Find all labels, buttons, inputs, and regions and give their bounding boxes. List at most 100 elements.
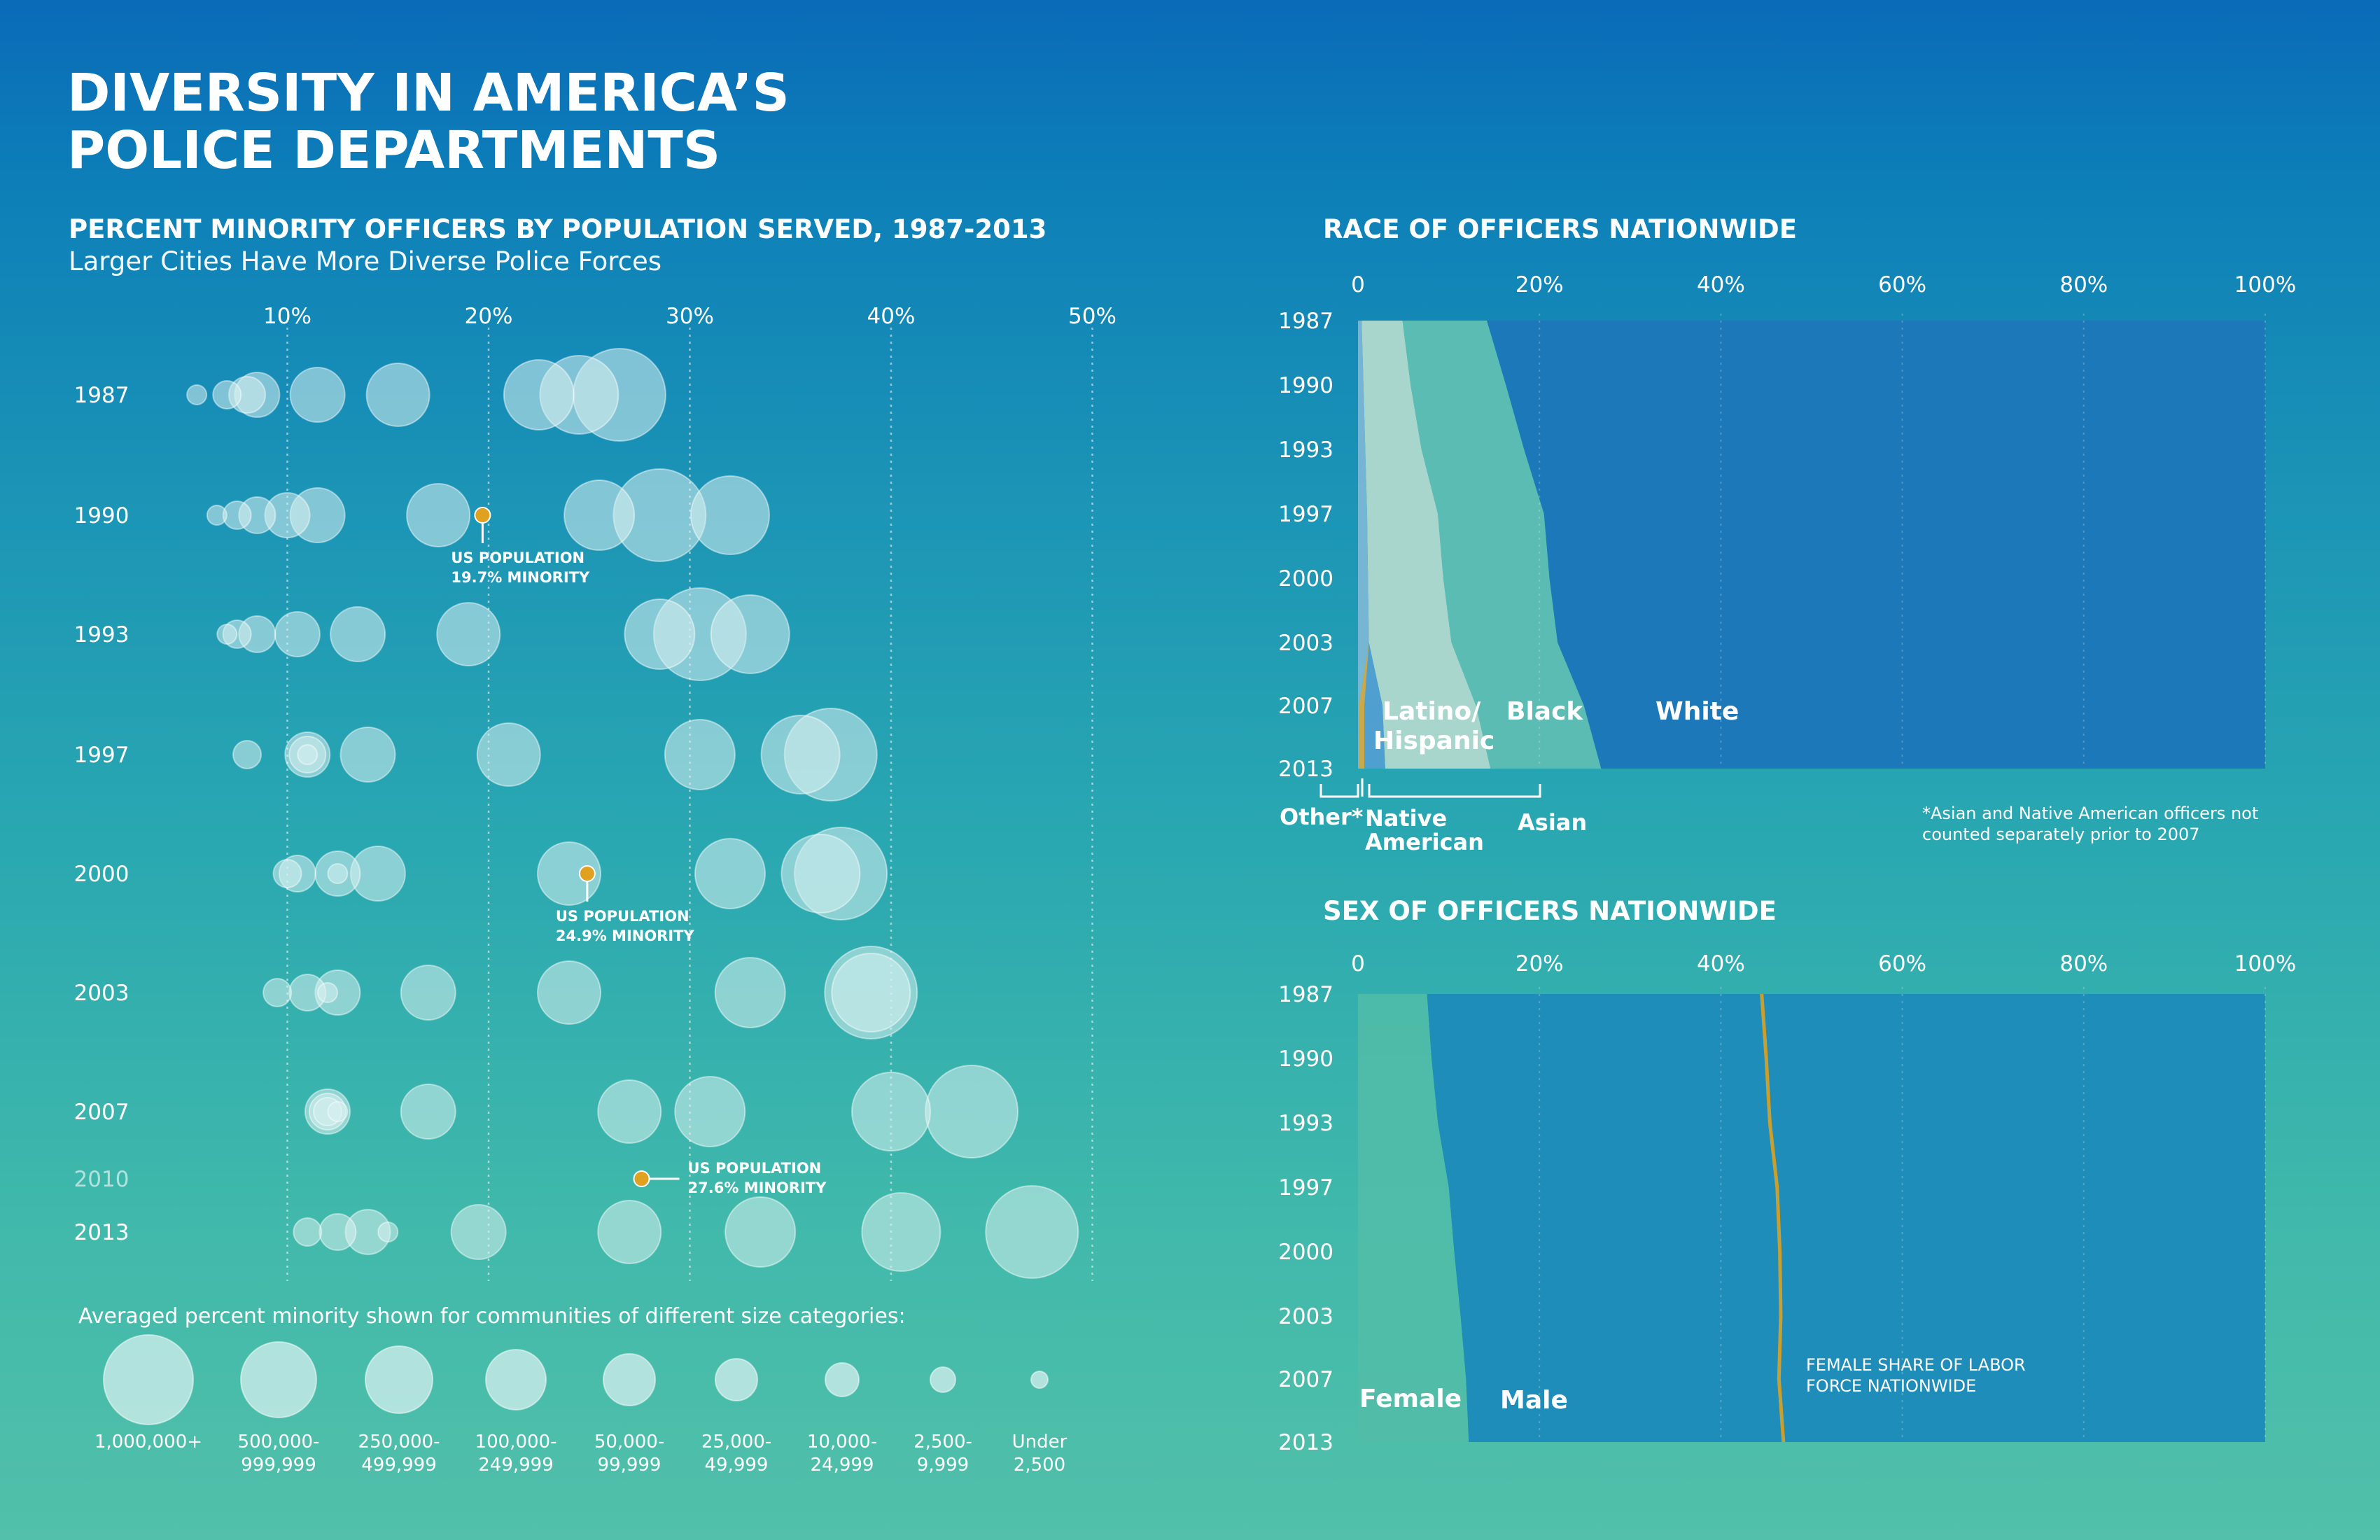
x-tick-label: 40% [1697, 951, 1745, 976]
legend-bubble-label: 2,500 [1014, 1455, 1065, 1476]
bubble-point [861, 1192, 941, 1272]
bubble-point [597, 1200, 662, 1264]
race-area-asian [1362, 321, 1385, 769]
race-area-native-american [1359, 321, 1369, 769]
bubble-point [476, 722, 541, 787]
bubble-year-label: 1997 [74, 743, 130, 768]
bubble-year-label: 2003 [74, 981, 130, 1006]
bubble-point [597, 1079, 662, 1144]
us-population-label: 24.9% MINORITY [556, 927, 695, 944]
x-tick-label: 60% [1878, 272, 1926, 298]
bubble-point [674, 1076, 746, 1147]
race-label-other: Other* [1280, 804, 1364, 830]
legend-bubble-label: 10,000- [807, 1432, 877, 1452]
bubble-point [293, 1217, 323, 1247]
race-label-asian: Asian [1518, 809, 1587, 836]
year-label: 2000 [1278, 566, 1334, 592]
bubble-point [851, 1072, 931, 1152]
bubble-point [365, 363, 430, 427]
year-label: 2003 [1278, 1304, 1334, 1329]
bubble-year-label: 2013 [74, 1220, 130, 1245]
bubble-point [724, 1196, 797, 1268]
bubble-year-label: 1987 [74, 383, 130, 408]
page-title-line-2: POLICE DEPARTMENTS [67, 120, 720, 181]
race-area-white [1487, 321, 2265, 769]
race-label-native-american: American [1365, 829, 1484, 855]
race-area-latino [1362, 321, 1491, 769]
sex-chart: 0 20% 40% 60% 80% 100% 1987 1990 1993 1997 2000 200… [1278, 951, 2296, 1455]
race-label-white: White [1656, 697, 1739, 726]
bubble-x-tick-label: 30% [666, 304, 714, 329]
year-label: 2007 [1278, 1367, 1334, 1392]
race-callout-brackets [1320, 778, 1541, 798]
bubble-point [450, 1204, 507, 1260]
race-label-native-american: Native [1365, 805, 1447, 832]
x-tick-label: 80% [2059, 951, 2108, 976]
bubble-chart-subtitle: Larger Cities Have More Diverse Police F… [69, 246, 662, 276]
bubble-point [297, 744, 318, 765]
race-chart-title: RACE OF OFFICERS NATIONWIDE [1323, 214, 1797, 244]
bubble-point [503, 359, 575, 430]
year-label: 2013 [1278, 1430, 1334, 1455]
bubble-point [710, 594, 790, 674]
legend-bubble-label: 100,000- [475, 1432, 557, 1452]
bubble-point [327, 1101, 349, 1122]
x-tick-label: 20% [1516, 951, 1564, 976]
year-label: 1993 [1278, 438, 1334, 463]
bubble-point [274, 611, 321, 657]
us-population-label: US POPULATION [451, 550, 584, 566]
x-tick-label: 60% [1878, 951, 1926, 976]
legend-bubble-label: 999,999 [241, 1455, 316, 1476]
us-population-label: US POPULATION [556, 908, 690, 925]
legend-bubble-label: 2,500- [913, 1432, 972, 1452]
bubble-point [760, 715, 841, 794]
legend-bubble-label: 499,999 [361, 1455, 437, 1476]
year-label: 1990 [1278, 1046, 1334, 1072]
bubble-year-label: 1993 [74, 622, 130, 648]
race-footnote: counted separately prior to 2007 [1922, 825, 2200, 844]
legend-bubble-label: Under [1012, 1432, 1068, 1452]
us-population-label: US POPULATION [688, 1160, 822, 1177]
legend-bubble-label: 25,000- [701, 1432, 771, 1452]
us-population-dot [633, 1170, 650, 1187]
bubble-point [714, 957, 786, 1028]
bubble-point [232, 740, 262, 769]
year-label: 1987 [1278, 982, 1334, 1007]
legend-bubble [715, 1358, 758, 1401]
bubble-point [272, 859, 302, 888]
bubble-point [564, 479, 636, 551]
sex-chart-title: SEX OF OFFICERS NATIONWIDE [1323, 896, 1777, 926]
bubble-point [212, 380, 242, 410]
bubble-point [537, 841, 601, 906]
bubble-year-label: 2007 [74, 1100, 130, 1125]
race-footnote: *Asian and Native American officers not [1922, 804, 2258, 823]
race-label-latino: Latino/ [1382, 697, 1481, 726]
race-bracket-asian [1368, 784, 1541, 798]
race-label-black: Black [1506, 697, 1583, 726]
legend-bubble-label: 9,999 [917, 1455, 969, 1476]
bubble-point [624, 598, 696, 670]
us-population-marker: US POPULATION 27.6% MINORITY [633, 1160, 827, 1196]
page-title-line-1: DIVERSITY IN AMERICA’S [67, 63, 790, 123]
bubble-x-tick-label: 40% [867, 304, 916, 329]
bubble-point [216, 624, 238, 645]
legend-bubble [365, 1345, 433, 1414]
bubble-point [436, 602, 501, 666]
bubble-point [985, 1185, 1079, 1279]
year-label: 1993 [1278, 1111, 1334, 1136]
bubble-point [400, 1084, 456, 1140]
bubble-legend-title: Averaged percent minority shown for comm… [78, 1304, 906, 1329]
labor-force-line [1760, 993, 1786, 1443]
bubble-x-tick-label: 20% [465, 304, 513, 329]
x-tick-label: 80% [2059, 272, 2108, 298]
bubble-size-legend: Averaged percent minority shown for comm… [78, 1304, 1068, 1476]
x-tick-label: 40% [1697, 272, 1745, 298]
sex-label-female: Female [1359, 1385, 1462, 1413]
bubble-point [330, 606, 386, 662]
x-tick-label: 100% [2234, 951, 2297, 976]
bubble-point [400, 965, 456, 1021]
legend-bubble [1030, 1371, 1049, 1389]
year-label: 1990 [1278, 373, 1334, 398]
legend-bubble-label: 24,999 [811, 1455, 874, 1476]
